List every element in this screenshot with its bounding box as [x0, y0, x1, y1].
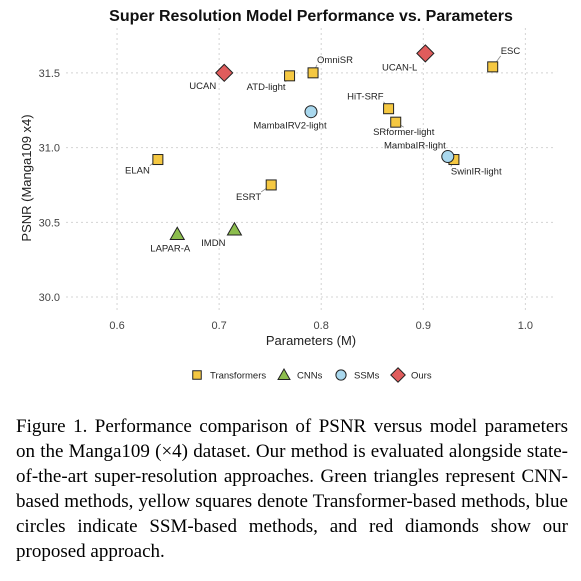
point-atd-light	[284, 70, 296, 82]
y-tick-label: 30.5	[39, 217, 60, 229]
legend-marker-transformers	[192, 370, 202, 380]
point-omnisr	[307, 67, 319, 79]
label-omnisr: OmniSR	[317, 55, 353, 66]
scatter-chart: Super Resolution Model Performance vs. P…	[19, 8, 556, 383]
legend-label-cnns: CNNs	[297, 371, 323, 382]
x-tick-label: 0.6	[109, 320, 124, 332]
label-hit-srf: HiT-SRF	[347, 92, 384, 103]
y-tick-label: 31.5	[39, 68, 60, 80]
label-ucan-l: UCAN-L	[382, 62, 417, 73]
label-lapar-a: LAPAR-A	[150, 243, 191, 254]
label-esc: ESC	[501, 46, 521, 57]
point-labels: OmniSR ATD-light ESC HiT-SRF SRformer-light S…	[125, 46, 520, 254]
x-axis-label: Parameters (M)	[266, 333, 356, 348]
legend-label-transformers: Transformers	[210, 371, 266, 382]
label-elan: ELAN	[125, 166, 150, 177]
label-mambairv2-light: MambaIRV2-light	[253, 121, 327, 132]
x-tick-label: 0.7	[211, 320, 226, 332]
legend-marker-ssms	[335, 369, 347, 381]
legend: Transformers CNNs SSMs Ours	[192, 367, 432, 383]
legend-label-ssms: SSMs	[354, 371, 380, 382]
y-axis-ticks: 30.0 30.5 31.0 31.5	[39, 68, 60, 304]
point-ucan	[215, 63, 234, 83]
grid	[66, 28, 556, 312]
label-swinir-light: SwinIR-light	[451, 167, 502, 178]
point-lapar-a	[169, 226, 186, 241]
figure-caption: Figure 1. Performance comparison of PSNR…	[16, 416, 568, 562]
point-ucan-l	[416, 44, 435, 63]
label-mambair-light: MambaIR-light	[384, 141, 446, 152]
label-esrt: ESRT	[236, 192, 261, 203]
x-tick-label: 0.8	[314, 320, 329, 332]
point-esc	[487, 61, 499, 73]
label-imdn: IMDN	[201, 238, 225, 249]
legend-marker-cnns	[277, 368, 291, 380]
legend-label-ours: Ours	[411, 371, 432, 382]
point-esrt	[265, 179, 277, 191]
y-tick-label: 30.0	[39, 292, 60, 304]
y-tick-label: 31.0	[39, 143, 60, 155]
point-elan	[152, 154, 164, 166]
label-srformer-light: SRformer-light	[373, 127, 435, 138]
point-mambairv2-light	[304, 105, 318, 119]
point-srformer-light	[390, 116, 402, 128]
y-axis-label: PSNR (Manga109 x4)	[19, 114, 34, 241]
chart-title: Super Resolution Model Performance vs. P…	[109, 8, 513, 25]
x-axis-ticks: 0.6 0.7 0.8 0.9 1.0	[109, 320, 533, 332]
label-ucan: UCAN	[189, 81, 216, 92]
legend-marker-ours	[390, 367, 406, 383]
point-hit-srf	[383, 103, 395, 115]
x-tick-label: 0.9	[416, 320, 431, 332]
point-mambair-light	[441, 150, 455, 164]
x-tick-label: 1.0	[518, 320, 533, 332]
data-points	[152, 44, 499, 241]
label-atd-light: ATD-light	[247, 82, 286, 93]
point-imdn	[226, 221, 243, 236]
